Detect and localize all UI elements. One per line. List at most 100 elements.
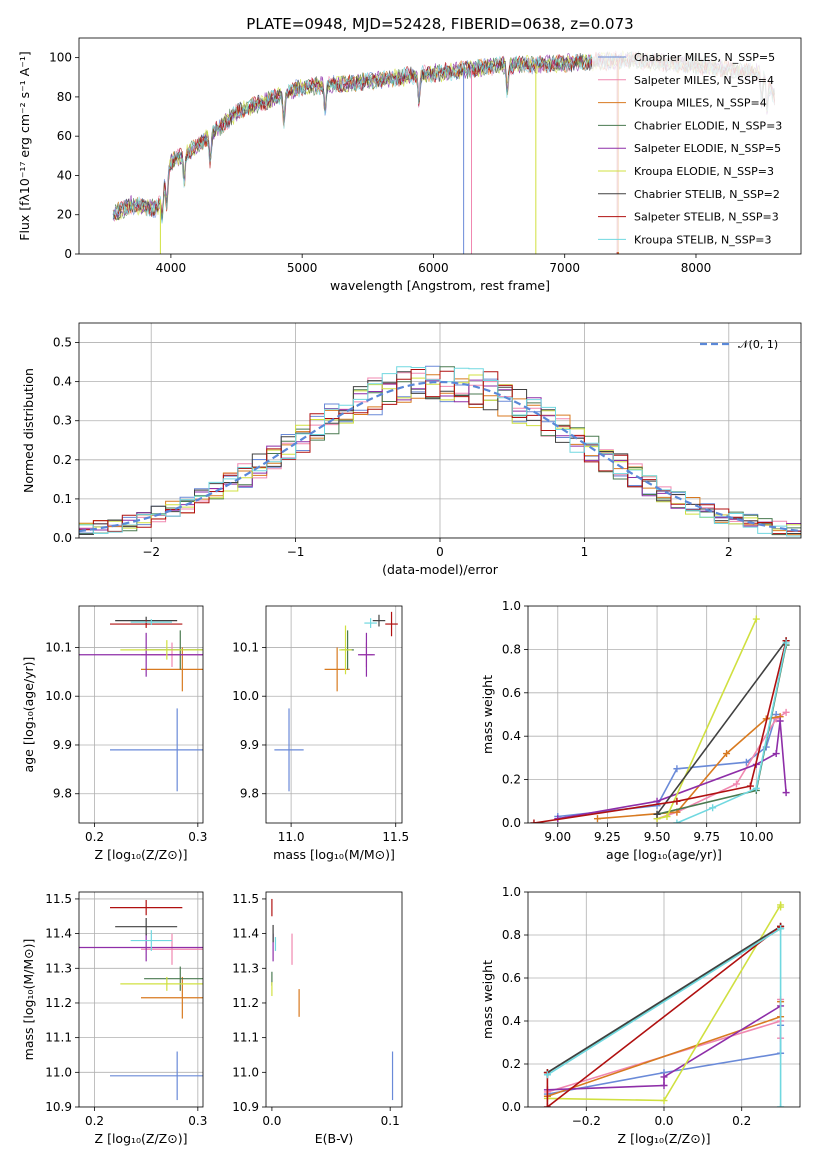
weight-marker	[723, 750, 731, 758]
weight-marker	[777, 903, 785, 911]
weight-line	[676, 642, 787, 823]
plot-area	[79, 892, 203, 1107]
x-tick-label: −1	[287, 545, 305, 559]
errorbar-salpeter-miles	[141, 933, 203, 965]
y-tick-label: 0	[64, 247, 72, 261]
errorbar-kroupa-elodie	[120, 640, 203, 660]
weight-marker	[782, 639, 790, 647]
legend-entry: Kroupa STELIB, N_SSP=3	[634, 233, 772, 246]
y-tick-label: 11.3	[232, 961, 259, 975]
errorbar-salpeter-stelib	[385, 611, 398, 637]
errorbar-kroupa-miles	[141, 647, 203, 692]
y-tick-label: 0.4	[53, 375, 72, 389]
weight-marker	[660, 1082, 668, 1089]
x-tick-label: 11.0	[278, 830, 305, 844]
axes-frame	[265, 891, 403, 1108]
plot-area	[528, 606, 800, 823]
x-tick-label: 11.5	[382, 830, 409, 844]
residual-histogram-salpeter-stelib	[79, 369, 801, 535]
y-tick-label: 11.0	[232, 1065, 259, 1079]
y-tick-label: 11.4	[232, 927, 259, 941]
y-tick-label: 10.0	[45, 689, 72, 703]
weight-marker	[752, 784, 760, 792]
errorbar-chabrier-stelib	[115, 918, 178, 936]
y-tick-label: 0.4	[502, 729, 521, 743]
y-tick-label: 20	[57, 208, 72, 222]
x-tick-label: 10.00	[739, 830, 773, 844]
panel-weight-vs-Z: −0.2 0.0 0.2 0.0 0.2 0.4 0.6 0.8 1.0 Z [log₁₀(Z/Z…	[480, 885, 801, 1146]
legend-entry: 𝒩(0, 1)	[738, 338, 778, 351]
weight-marker	[673, 765, 681, 773]
errorbar-salpeter-stelib	[110, 620, 183, 628]
axes-frame	[78, 37, 802, 255]
legend-entry: Chabrier MILES, N_SSP=5	[634, 51, 775, 64]
y-tick-label: 0.5	[53, 336, 72, 350]
y-tick-label: 0.2	[502, 773, 521, 787]
errorbar-salpeter-stelib	[110, 899, 183, 916]
y-tick-label: 0.8	[502, 642, 521, 656]
y-tick-label: 9.9	[53, 738, 72, 752]
legend-box	[592, 44, 798, 252]
errorbar-kroupa-stelib	[130, 619, 172, 626]
weight-line	[557, 720, 787, 820]
legend-entry: Salpeter STELIB, N_SSP=3	[634, 211, 779, 224]
x-tick-label: 1	[581, 545, 589, 559]
axes-frame	[78, 322, 802, 539]
weight-marker	[777, 1103, 785, 1107]
y-tick-label: 1.0	[502, 599, 521, 613]
x-tick-label: 6000	[418, 261, 449, 275]
x-tick-label: 0.3	[188, 830, 207, 844]
y-tick-label: 0.6	[502, 686, 521, 700]
y-tick-label: 11.2	[45, 996, 72, 1010]
weight-marker	[782, 789, 790, 797]
y-tick-label: 0.1	[53, 492, 72, 506]
legend-entry: Salpeter MILES, N_SSP=4	[634, 74, 774, 87]
y-tick-label: 10.0	[232, 689, 259, 703]
x-tick-label: 0.2	[732, 1114, 751, 1128]
errorbar-chabrier-elodie	[144, 966, 203, 991]
x-tick-label: 9.25	[594, 830, 621, 844]
errorbar-kroupa-elodie	[339, 625, 352, 675]
axes-frame	[527, 605, 801, 824]
y-tick-label: 0.8	[502, 928, 521, 942]
legend-entry: Chabrier STELIB, N_SSP=2	[634, 188, 780, 201]
axes-frame	[78, 605, 204, 824]
y-tick-label: 0.0	[53, 531, 72, 545]
y-tick-label: 9.9	[240, 738, 259, 752]
y-tick-label: 60	[57, 129, 72, 143]
y-tick-label: 11.1	[45, 1031, 72, 1045]
x-tick-label: 9.00	[544, 830, 571, 844]
x-tick-label: 9.75	[693, 830, 720, 844]
x-axis-label: age [log₁₀(age/yr)]	[606, 847, 722, 862]
x-axis-label: Z [log₁₀(Z/Z⊙)]	[618, 1131, 711, 1146]
errorbar-chabrier-miles	[274, 708, 304, 792]
weight-marker	[709, 804, 717, 812]
axes-frame	[78, 891, 204, 1108]
weight-series-kroupa-stelib	[543, 925, 785, 1107]
weight-marker	[660, 1097, 668, 1105]
errorbar-chabrier-stelib	[372, 614, 386, 627]
x-tick-label: 0.1	[381, 1114, 400, 1128]
errorbar-chabrier-miles	[110, 708, 203, 792]
y-tick-label: 11.5	[45, 892, 72, 906]
y-tick-label: 10.1	[45, 640, 72, 654]
y-tick-label: 10.1	[232, 640, 259, 654]
plot-area	[79, 606, 203, 823]
normal-curve	[79, 380, 801, 533]
legend-entry: Kroupa MILES, N_SSP=4	[634, 97, 767, 110]
y-axis-label: age [log₁₀(age/yr)]	[21, 657, 36, 773]
errorbar-kroupa-elodie	[120, 976, 203, 991]
y-tick-label: 0.6	[502, 971, 521, 985]
x-tick-label: 7000	[549, 261, 580, 275]
x-tick-label: 0	[436, 545, 444, 559]
legend-entry: Chabrier ELODIE, N_SSP=3	[634, 119, 782, 132]
y-axis-label: mass weight	[480, 675, 495, 754]
panel-mass-vs-EBV: 0.0 0.1 10.9 11.0 11.1 11.2 11.3 11.4 11.5 E(B-V)	[232, 891, 403, 1146]
weight-marker	[660, 1073, 668, 1081]
errorbar-salpeter-elodie	[79, 632, 203, 677]
y-tick-label: 11.5	[232, 892, 259, 906]
legend-entry: Salpeter ELODIE, N_SSP=5	[634, 142, 781, 155]
legend: Chabrier MILES, N_SSP=5 Salpeter MILES, N…	[592, 44, 798, 252]
y-tick-label: 0.0	[502, 1100, 521, 1114]
